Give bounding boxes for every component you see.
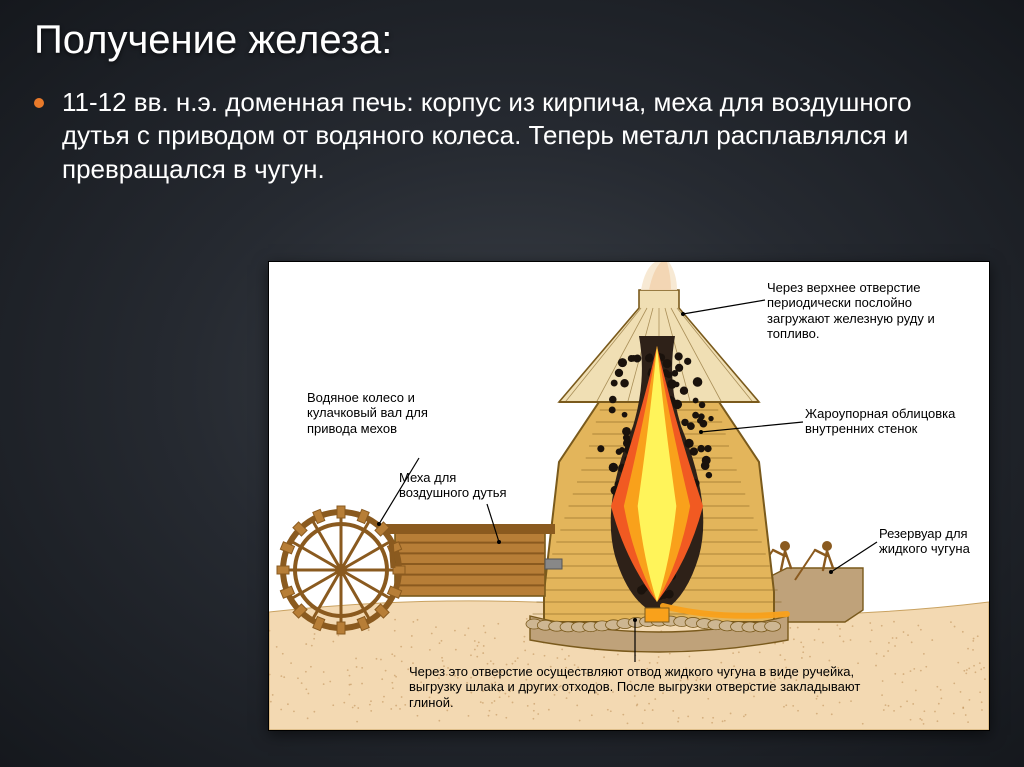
slide: Получение железа: 11-12 вв. н.э. доменна… xyxy=(0,0,1024,767)
label-tank: Резервуар для жидкого чугуна xyxy=(879,526,987,557)
label-lining: Жароупорная облицовка внутренних стенок xyxy=(805,406,985,437)
furnace-diagram: Через верхнее отверстие периодически пос… xyxy=(268,261,990,731)
label-bottom-tap: Через это отверстие осуществляют отвод ж… xyxy=(409,664,889,710)
slide-body: 11-12 вв. н.э. доменная печь: корпус из … xyxy=(34,86,954,196)
slide-title: Получение железа: xyxy=(34,18,392,63)
label-bellows: Меха для воздушного дутья xyxy=(399,470,529,501)
label-water-wheel: Водяное колесо и кулачковый вал для прив… xyxy=(307,390,467,436)
label-top-opening: Через верхнее отверстие периодически пос… xyxy=(767,280,977,341)
bullet-1: 11-12 вв. н.э. доменная печь: корпус из … xyxy=(34,86,954,186)
